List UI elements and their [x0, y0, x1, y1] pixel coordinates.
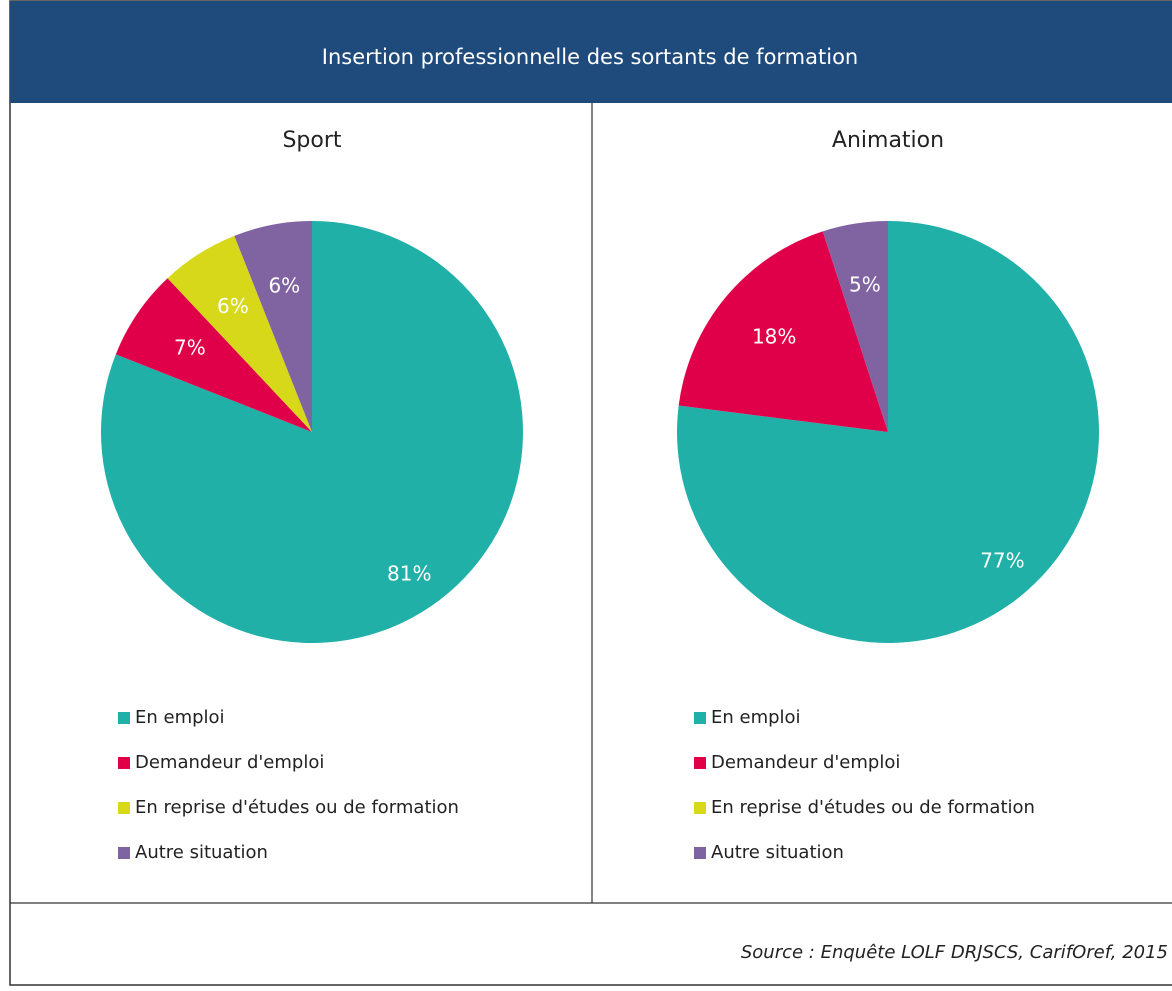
pie-slice	[115, 278, 312, 432]
value-label: 5%	[849, 273, 881, 297]
legend-swatch	[694, 847, 706, 859]
legend-swatch	[118, 757, 130, 769]
legend-swatch	[118, 712, 130, 724]
legend-swatch	[118, 847, 130, 859]
value-label: 6%	[268, 273, 300, 297]
header-band	[10, 1, 1172, 103]
legend-swatch	[694, 757, 706, 769]
legend-swatch	[694, 802, 706, 814]
value-label: 81%	[387, 562, 431, 586]
chart-title: Animation	[832, 128, 944, 153]
pie-slice	[234, 221, 312, 432]
pie-slice	[822, 221, 888, 432]
legend-swatch	[694, 712, 706, 724]
legend-label: Autre situation	[135, 842, 268, 863]
value-label: 6%	[217, 294, 249, 318]
legend-label: En emploi	[135, 707, 225, 728]
legend-label: Autre situation	[711, 842, 844, 863]
value-label: 77%	[980, 548, 1024, 572]
source: Source : Enquête LOLF DRJSCS, CarifOref,…	[741, 942, 1168, 963]
legend-swatch	[118, 802, 130, 814]
pie-slice	[167, 235, 312, 432]
value-label: 18%	[752, 324, 796, 348]
legend-label: En emploi	[711, 707, 801, 728]
legend-label: Demandeur d'emploi	[135, 752, 324, 773]
legend-label: En reprise d'études ou de formation	[135, 797, 459, 818]
legend-label: Demandeur d'emploi	[711, 752, 900, 773]
pie-slice	[678, 231, 888, 432]
header-title: Insertion professionnelle des sortants d…	[322, 45, 858, 69]
pie-slice	[101, 221, 524, 643]
legend-label: En reprise d'études ou de formation	[711, 797, 1035, 818]
value-label: 7%	[174, 335, 206, 359]
chart-title: Sport	[282, 128, 341, 153]
